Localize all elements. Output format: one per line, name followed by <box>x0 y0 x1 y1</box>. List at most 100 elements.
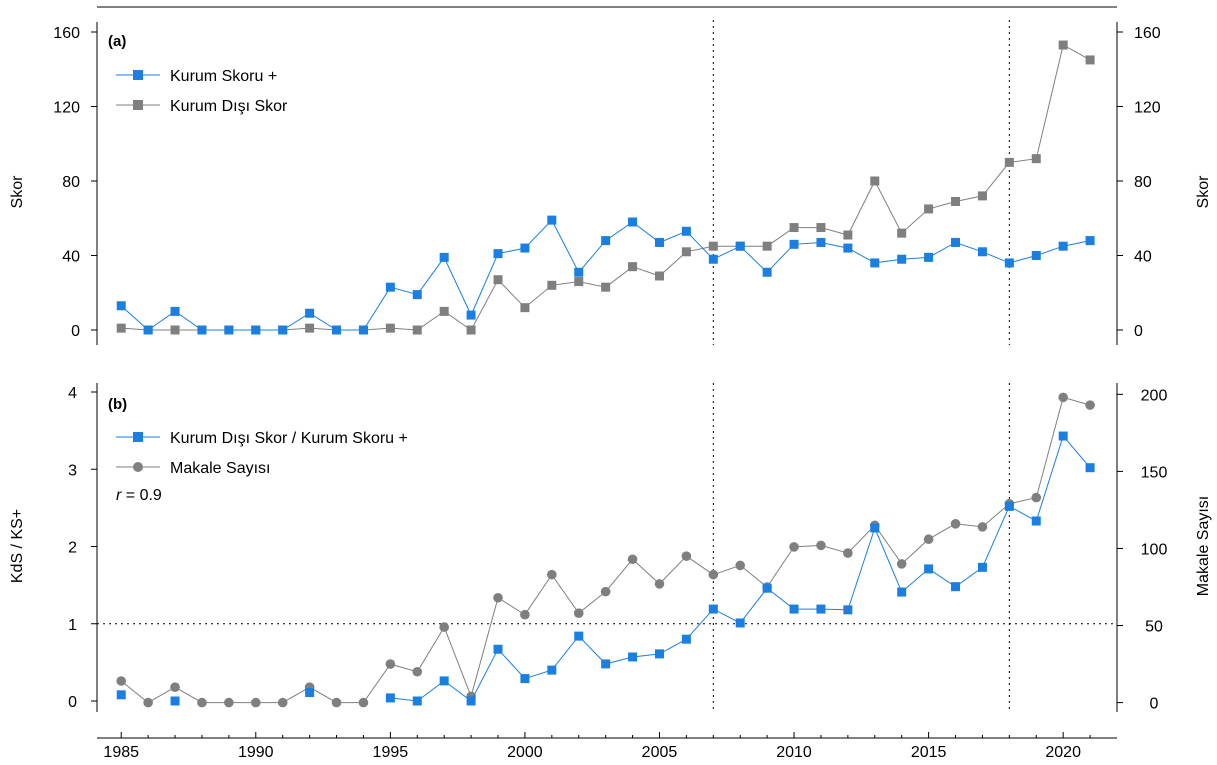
legend-label-makale: Makale Sayısı <box>170 460 270 477</box>
makale-sayisi-point <box>977 522 988 532</box>
kds-ks-ratio-point <box>520 674 530 684</box>
panel-a-right-tick-label: 40 <box>1134 249 1152 266</box>
makale-sayisi-point <box>600 586 611 597</box>
kurum-disi-skor-point <box>547 280 557 290</box>
kds-ks-ratio-point <box>816 604 826 614</box>
makale-sayisi-point <box>923 534 934 545</box>
kurum-skoru-point <box>116 301 126 311</box>
kurum-skoru-point <box>197 325 207 335</box>
kurum-skoru-point <box>843 243 853 253</box>
kurum-disi-skor-point <box>870 176 880 186</box>
makale-sayisi-point <box>950 518 961 529</box>
kurum-skoru-point <box>574 267 584 277</box>
makale-sayisi-point <box>573 608 584 618</box>
kds-ks-ratio-point <box>924 564 934 574</box>
kurum-skoru-point <box>385 282 395 292</box>
kurum-disi-skor-point <box>1085 55 1095 65</box>
kurum-disi-skor-point <box>574 277 584 287</box>
makale-sayisi-point <box>547 569 557 580</box>
makale-sayisi-point <box>412 666 423 677</box>
panel-a-ylabel-left: Skor <box>9 175 26 209</box>
panel-b-label: (b) <box>108 396 127 413</box>
panel-b-left-tick-label: 3 <box>68 462 77 479</box>
kurum-disi-skor-point <box>654 271 664 281</box>
panel-b-ylabel-right: Makale Sayısı <box>1195 496 1212 596</box>
kds-ks-ratio-point <box>493 644 503 654</box>
panel-a-series <box>116 40 1095 335</box>
kurum-disi-skor-point <box>977 191 987 201</box>
kurum-skoru-point <box>951 237 961 247</box>
kds-ks-ratio-point <box>170 696 180 706</box>
kds-ks-ratio-point <box>951 582 961 592</box>
makale-sayisi-point <box>331 697 342 708</box>
legend-label-kurum-disi-skor: Kurum Dışı Skor <box>170 98 288 115</box>
kds-ks-ratio-point <box>574 631 584 641</box>
panel-b-legend: Kurum Dışı Skor / Kurum Skoru + Makale S… <box>116 430 408 477</box>
kds-ks-ratio-point <box>1004 501 1014 511</box>
kurum-disi-skor-point <box>843 230 853 240</box>
kurum-skoru-point <box>681 226 691 236</box>
makale-sayisi-point <box>681 551 692 561</box>
kds-ks-ratio-point <box>1058 431 1068 441</box>
panel-a-left-tick-label: 120 <box>53 100 80 117</box>
kurum-disi-skor-point <box>412 325 422 335</box>
panel-a-right-tick-label: 120 <box>1134 100 1161 117</box>
panel-b-left-tick-label: 1 <box>68 617 77 634</box>
makale-sayisi-point <box>143 697 153 708</box>
makale-sayisi-point <box>224 697 234 708</box>
legend-label-kurum-skoru: Kurum Skoru + <box>170 68 277 85</box>
kurum-skoru-point <box>466 310 476 320</box>
kurum-disi-skor-point <box>816 223 826 233</box>
kurum-disi-skor-point <box>708 241 718 251</box>
kurum-disi-skor-point <box>439 306 449 316</box>
x-tick-label: 1990 <box>238 744 274 761</box>
panel-b-left-tick-label: 4 <box>68 385 77 402</box>
kds-ks-ratio-point <box>870 523 880 533</box>
kurum-skoru-point <box>439 252 449 262</box>
legend-marker-kurum-skoru <box>133 70 143 80</box>
panel-a-ylabel-right: Skor <box>1195 175 1212 209</box>
x-tick-label: 2010 <box>776 744 812 761</box>
kurum-skoru-point <box>708 254 718 264</box>
panel-b-axes: 0 1 2 3 4 0 50 100 150 200 <box>68 383 1167 713</box>
kurum-skoru-point <box>897 254 907 264</box>
kurum-skoru-point <box>924 252 934 262</box>
kds-ks-ratio-point <box>439 676 449 686</box>
panel-b-right-tick-label: 0 <box>1150 696 1159 713</box>
legend-marker-makale <box>133 462 143 472</box>
panel-b-right-tick-label: 100 <box>1141 541 1168 558</box>
makale-sayisi-point <box>816 540 826 551</box>
legend-marker-ratio <box>133 432 143 442</box>
kurum-skoru-point <box>332 325 342 335</box>
panel-a-left-tick-label: 80 <box>62 174 80 191</box>
kurum-disi-skor-point <box>628 262 638 272</box>
makale-sayisi-point <box>627 554 638 565</box>
makale-sayisi-point <box>116 676 127 686</box>
panel-a: 0 0 40 40 80 80 120 120 160 160 (a) Kurum Skoru +… <box>9 20 1212 345</box>
kds-ks-ratio-point <box>628 652 638 662</box>
panel-a-right-tick-label: 80 <box>1134 174 1152 191</box>
makale-sayisi-point <box>1085 400 1095 410</box>
kurum-disi-skor-point <box>493 275 503 285</box>
kurum-disi-skor-point <box>897 228 907 238</box>
kurum-disi-skor-point <box>1058 40 1068 50</box>
panel-a-left-tick-label: 160 <box>53 25 80 42</box>
x-tick-label: 1995 <box>373 744 409 761</box>
kds-ks-ratio-point <box>762 583 772 593</box>
kurum-disi-skor-point <box>1004 157 1014 167</box>
panel-a-axes: 0 0 40 40 80 80 120 120 160 160 <box>53 22 1161 345</box>
x-axis: 1985 1990 1995 2000 2005 2010 2015 2020 <box>97 732 1117 761</box>
kurum-skoru-point <box>1085 236 1095 246</box>
makale-sayisi-point <box>277 697 288 708</box>
panel-b-right-tick-label: 200 <box>1141 387 1168 404</box>
makale-sayisi-point <box>896 559 907 569</box>
correlation-annotation: r = 0.9 <box>116 487 162 504</box>
x-tick-label: 1985 <box>103 744 139 761</box>
kds-ks-ratio-point <box>789 604 799 614</box>
makale-sayisi-point <box>170 682 180 692</box>
kurum-disi-skor-point <box>116 323 126 333</box>
kurum-skoru-point <box>870 258 880 268</box>
kurum-disi-skor-point <box>951 196 961 206</box>
panel-a-legend: Kurum Skoru + Kurum Dışı Skor <box>116 68 288 115</box>
kurum-skoru-point <box>628 217 638 227</box>
